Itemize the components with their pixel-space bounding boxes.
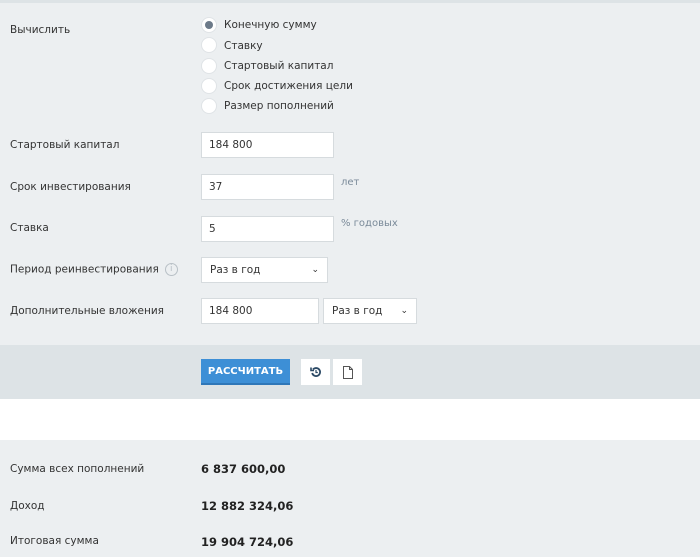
info-icon[interactable]: i [164,263,178,276]
period-label-wrap: Период реинвестирования i [10,263,178,276]
result-spacer [0,399,700,440]
period-select[interactable]: Раз в год ⌄ [201,257,328,283]
result-label: Итоговая сумма [10,535,99,547]
radio-label[interactable]: Размер пополнений [224,100,334,112]
reset-icon [309,367,321,377]
radio-label[interactable]: Стартовый капитал [224,60,334,72]
term-input[interactable]: 37 [201,174,334,200]
chevron-down-icon: ⌄ [400,306,408,316]
additional-period-value: Раз в год [332,305,383,317]
rate-input[interactable]: 5 [201,216,334,242]
reset-button[interactable] [301,359,330,385]
additional-label: Дополнительные вложения [10,305,164,317]
additional-input[interactable]: 184 800 [201,298,319,324]
result-label: Доход [10,500,45,512]
radio-label[interactable]: Срок достижения цели [224,80,353,92]
top-divider [0,0,700,3]
result-value: 6 837 600,00 [201,462,286,476]
period-select-value: Раз в год [210,264,261,276]
additional-period-select[interactable]: Раз в год ⌄ [323,298,417,324]
result-label: Сумма всех пополнений [10,463,145,475]
calc-label: Вычислить [10,24,71,36]
chevron-down-icon: ⌄ [311,265,319,275]
radio-label[interactable]: Ставку [224,40,263,52]
export-button[interactable] [333,359,362,385]
term-label: Срок инвестирования [10,181,131,193]
radio-start-capital[interactable] [201,58,217,74]
result-value: 19 904 724,06 [201,535,294,549]
rate-unit: % годовых [341,218,398,229]
term-unit: лет [341,177,360,188]
calculate-button[interactable]: РАССЧИТАТЬ [201,359,290,385]
radio-topup-size[interactable] [201,98,217,114]
start-capital-input[interactable]: 184 800 [201,132,334,158]
radio-label[interactable]: Конечную сумму [224,19,317,31]
start-capital-label: Стартовый капитал [10,139,120,151]
radio-goal-term[interactable] [201,78,217,94]
radio-final-sum[interactable] [201,17,217,33]
period-label: Период реинвестирования [10,263,159,276]
radio-rate[interactable] [201,37,217,53]
result-value: 12 882 324,06 [201,499,294,513]
document-icon [342,365,353,379]
rate-label: Ставка [10,222,49,234]
